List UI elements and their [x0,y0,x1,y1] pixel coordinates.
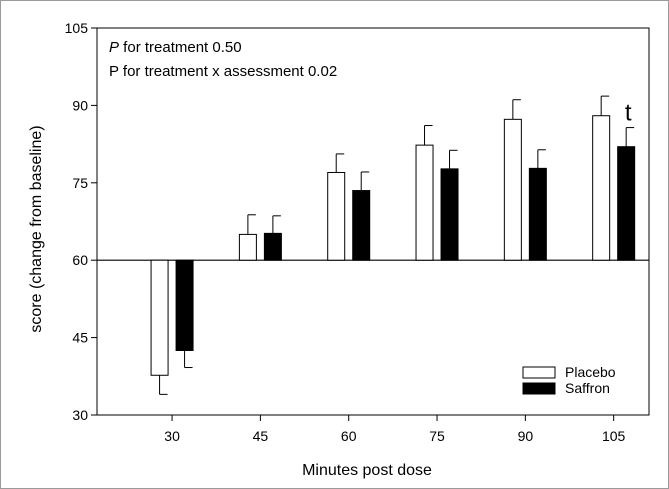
bar-placebo-60 [327,171,346,261]
bar-placebo-45 [238,233,257,261]
x-tick-label-105: 105 [602,428,626,444]
bar-placebo-75 [415,144,434,261]
annotation-line-2: P for treatment x assessment 0.02 [109,63,337,80]
x-tick-label-60: 60 [341,428,357,444]
x-tick-label-30: 30 [164,428,180,444]
bar-saffron-30 [175,259,194,352]
bar-saffron-105 [617,146,636,261]
bar-saffron-75 [440,168,459,261]
y-axis-title: score (change from baseline) [28,125,45,332]
legend-label-saffron: Saffron [565,380,610,396]
x-tick-label-75: 75 [429,428,445,444]
y-tick-label-105: 105 [65,20,89,36]
annotation-p-italic: P [109,39,119,56]
bar-placebo-105 [592,115,611,261]
x-tick-label-90: 90 [518,428,534,444]
y-tick-label-60: 60 [72,252,88,268]
y-tick-label-30: 30 [72,407,88,423]
x-tick-label-45: 45 [253,428,269,444]
bar-saffron-45 [263,232,282,261]
bar-placebo-30 [150,259,169,376]
legend-label-placebo: Placebo [565,364,616,380]
legend-swatch-placebo [522,366,556,379]
bar-saffron-90 [528,167,547,261]
bar-placebo-90 [503,118,522,261]
annotation-line-1-rest: for treatment 0.50 [119,39,242,56]
y-tick-label-75: 75 [72,175,88,191]
plot-border [96,27,650,416]
y-tick-label-45: 45 [72,330,88,346]
x-axis-title: Minutes post dose [302,462,432,479]
annotation-line-1: P for treatment 0.50 [109,39,242,56]
plot-layer: 30 45 60 75 90 105 30 45 60 75 90 105 t PlaceboSaffro… [65,20,650,444]
y-tick-label-90: 90 [72,97,88,113]
significance-marker: t [625,100,632,127]
legend-swatch-saffron [522,382,556,395]
bar-saffron-60 [352,190,371,261]
